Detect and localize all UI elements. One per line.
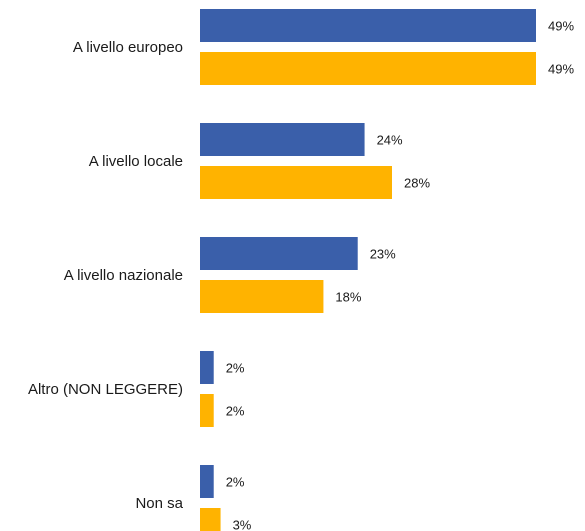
bar-series-1: [200, 123, 365, 156]
bar-series-1: [200, 9, 536, 42]
data-label: 2%: [226, 361, 245, 376]
data-label: 2%: [226, 475, 245, 490]
bar-series-2: [200, 394, 214, 427]
bar-series-2: [200, 280, 324, 313]
data-label: 28%: [404, 176, 430, 191]
category-label: Non sa: [135, 495, 183, 512]
category-label: A livello europeo: [73, 39, 183, 56]
data-label: 24%: [377, 133, 403, 148]
bar-series-2: [200, 166, 392, 199]
bar-series-1: [200, 237, 358, 270]
bar-series-2: [200, 508, 221, 531]
category-label: A livello locale: [89, 153, 183, 170]
data-label: 23%: [370, 247, 396, 262]
data-label: 2%: [226, 404, 245, 419]
data-label: 18%: [335, 290, 361, 305]
bar-series-1: [200, 351, 214, 384]
data-label: 3%: [233, 518, 252, 531]
data-label: 49%: [548, 62, 574, 77]
data-label: 49%: [548, 19, 574, 34]
bar-series-2: [200, 52, 536, 85]
category-label: Altro (NON LEGGERE): [28, 381, 183, 398]
bar-series-1: [200, 465, 214, 498]
category-label: A livello nazionale: [64, 267, 183, 284]
